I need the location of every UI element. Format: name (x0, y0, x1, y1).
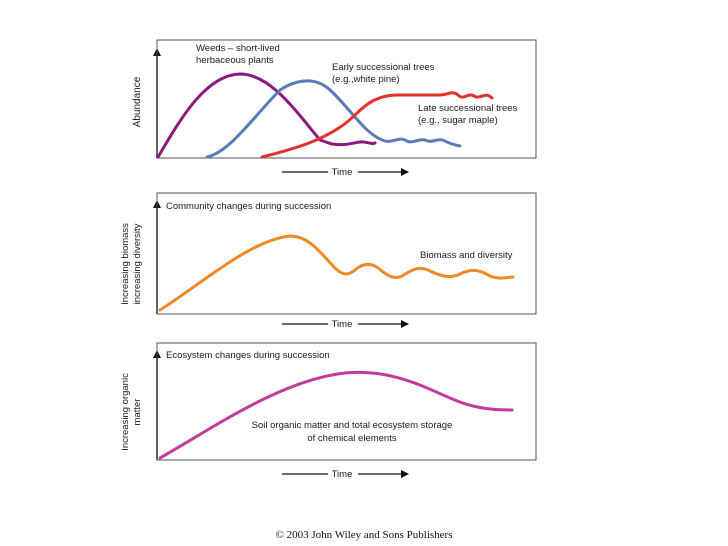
svg-text:of chemical elements: of chemical elements (307, 433, 396, 444)
panel2-ylabel: Increasing biomass increasing diversity (120, 223, 143, 305)
svg-text:Weeds – short-lived: Weeds – short-lived (196, 43, 280, 54)
panel1-frame (156, 39, 537, 159)
panel1-ylabel: Abundance (132, 76, 143, 127)
biomass-label: Biomass and diversity (420, 250, 513, 261)
svg-text:increasing diversity: increasing diversity (132, 223, 143, 304)
svg-text:Increasing biomass: Increasing biomass (120, 223, 131, 305)
panel1-xlabel: Time (332, 167, 353, 178)
panel2-frame (156, 192, 537, 315)
early-curve (205, 79, 462, 159)
panel2-xlabel: Time (332, 319, 353, 330)
svg-text:herbaceous plants: herbaceous plants (196, 55, 274, 66)
late-label: Late successional trees (e.g., sugar map… (418, 103, 518, 126)
copyright-footer: © 2003 John Wiley and Sons Publishers (275, 529, 453, 541)
weeds-label: Weeds – short-lived herbaceous plants (196, 43, 280, 66)
svg-text:Soil organic matter and total: Soil organic matter and total ecosystem … (252, 420, 453, 431)
svg-text:matter: matter (132, 399, 143, 426)
organic-matter-label: Soil organic matter and total ecosystem … (252, 420, 453, 444)
panel3-title: Ecosystem changes during succession (166, 350, 330, 361)
svg-text:Early successional trees: Early successional trees (332, 62, 435, 73)
panel3-ylabel: Increasing organic matter (120, 373, 143, 451)
svg-text:(e.g., sugar maple): (e.g., sugar maple) (418, 115, 498, 126)
panel-abundance: Abundance Weeds – short-lived herbaceous… (132, 39, 537, 178)
biomass-curve (158, 234, 515, 312)
panel2-title: Community changes during succession (166, 201, 331, 212)
late-curve (260, 91, 494, 159)
svg-text:(e.g.,white pine): (e.g.,white pine) (332, 74, 400, 85)
panel-community: Community changes during succession Incr… (120, 192, 537, 330)
svg-text:Late successional trees: Late successional trees (418, 103, 518, 114)
panel3-frame (156, 342, 537, 461)
svg-text:Increasing organic: Increasing organic (120, 373, 131, 451)
panel3-xlabel: Time (332, 469, 353, 480)
organic-matter-curve (158, 370, 514, 460)
early-label: Early successional trees (e.g.,white pin… (332, 62, 435, 85)
weeds-curve (156, 72, 377, 159)
panel-ecosystem: Ecosystem changes during succession Incr… (120, 342, 537, 480)
